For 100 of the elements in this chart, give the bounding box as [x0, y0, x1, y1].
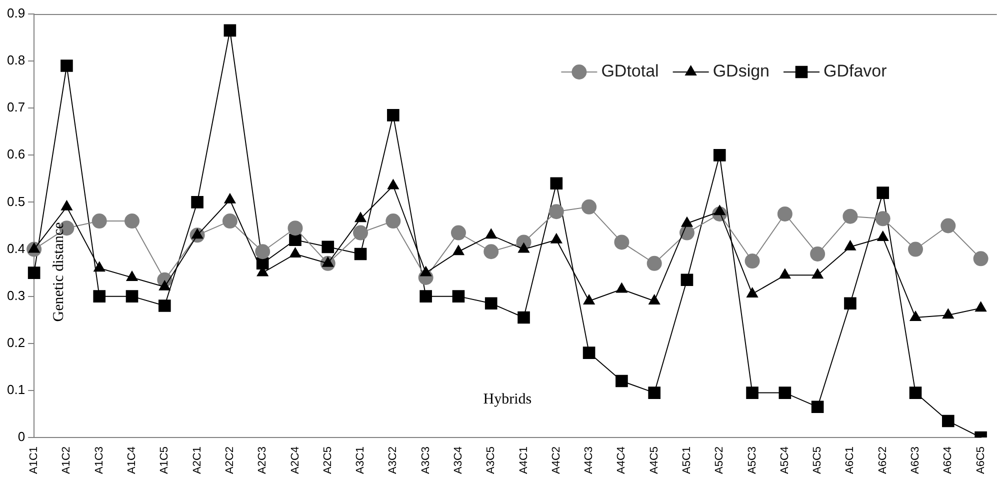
x-tick-label: A5C1	[681, 446, 694, 474]
x-tick-label: A3C4	[452, 446, 464, 474]
x-tick-label: A6C5	[974, 446, 987, 474]
x-tick-label: A5C5	[812, 446, 824, 474]
point	[550, 233, 562, 244]
x-tick-label: A2C1	[191, 446, 204, 474]
point	[420, 266, 432, 276]
point	[452, 290, 465, 302]
x-tick-label: A5C2	[714, 446, 726, 474]
point	[876, 186, 890, 199]
x-tick-label: A2C4	[289, 446, 302, 474]
y-tick-label: 0.2	[6, 334, 26, 350]
x-tick-label: A3C2	[387, 446, 400, 474]
legend-label: GDfavor	[824, 62, 888, 81]
y-tick-label: 0.3	[6, 288, 26, 303]
point	[289, 234, 302, 246]
point	[353, 225, 368, 240]
point	[290, 247, 301, 258]
y-tick-label: 0.5	[6, 194, 26, 209]
point	[92, 214, 107, 229]
x-tick-label: A1C5	[158, 446, 171, 474]
x-tick-label: A4C3	[583, 446, 596, 474]
point	[222, 214, 238, 229]
point	[646, 256, 662, 271]
y-tick-label: 0.7	[6, 100, 26, 115]
point	[354, 248, 367, 260]
point	[288, 220, 303, 236]
point	[386, 214, 401, 229]
point	[452, 245, 464, 256]
point	[28, 266, 40, 279]
x-tick-label: A6C2	[876, 446, 889, 474]
point	[126, 271, 138, 281]
point	[582, 346, 596, 359]
point	[975, 302, 986, 312]
point	[746, 386, 758, 399]
point	[518, 242, 530, 253]
point	[681, 216, 693, 227]
point	[909, 386, 922, 399]
point	[810, 246, 826, 262]
x-tick-label: A3C5	[485, 446, 498, 474]
x-tick-label: A3C1	[354, 446, 367, 474]
point	[224, 193, 236, 204]
point	[191, 196, 204, 208]
point	[582, 199, 597, 214]
x-tick-label: A1C3	[93, 446, 106, 474]
y-tick-label: 0.8	[6, 52, 26, 68]
point	[224, 24, 236, 37]
point	[908, 242, 924, 257]
point	[158, 300, 171, 312]
x-tick-label: A1C4	[126, 446, 138, 474]
legend-label: GDtotal	[601, 62, 659, 81]
point	[550, 177, 563, 190]
point	[354, 212, 366, 222]
point	[648, 386, 660, 399]
y-tick-label: 0	[18, 429, 26, 444]
point	[910, 310, 922, 321]
x-tick-label: A1C1	[28, 446, 40, 474]
point	[777, 206, 792, 222]
point	[94, 262, 106, 272]
point	[877, 231, 889, 242]
point	[744, 254, 760, 269]
x-tick-label: A4C5	[648, 446, 660, 474]
point	[60, 60, 73, 72]
point	[779, 268, 791, 279]
legend-label: GDsign	[712, 62, 770, 81]
point	[844, 297, 856, 310]
point	[973, 251, 988, 266]
point	[616, 374, 628, 388]
point	[484, 297, 498, 310]
point	[548, 204, 564, 220]
point	[93, 290, 106, 302]
point	[61, 200, 72, 210]
y-axis-title: Genetic distance	[51, 222, 68, 322]
x-tick-label: A5C4	[778, 446, 791, 474]
point	[811, 400, 824, 414]
point	[942, 308, 954, 319]
point	[126, 290, 138, 302]
point	[746, 287, 758, 298]
point	[420, 290, 432, 302]
x-tick-label: A1C2	[60, 446, 73, 474]
y-tick-label: 0.4	[6, 240, 26, 256]
point	[616, 282, 628, 293]
point	[583, 294, 595, 305]
x-tick-label: A6C3	[910, 446, 922, 474]
point	[518, 311, 530, 324]
y-tick-label: 0.6	[6, 146, 26, 162]
point	[648, 294, 660, 305]
x-tick-label: A2C3	[256, 446, 269, 474]
x-tick-label: A4C1	[518, 446, 530, 474]
x-tick-label: A4C2	[550, 446, 562, 474]
point	[387, 179, 399, 190]
point	[778, 386, 792, 399]
point	[124, 214, 140, 229]
point	[812, 268, 824, 279]
point	[255, 244, 270, 260]
x-tick-label: A5C3	[746, 446, 758, 474]
point	[842, 208, 858, 224]
point	[485, 228, 497, 239]
y-tick-label: 0.1	[6, 382, 26, 398]
point	[942, 414, 954, 428]
